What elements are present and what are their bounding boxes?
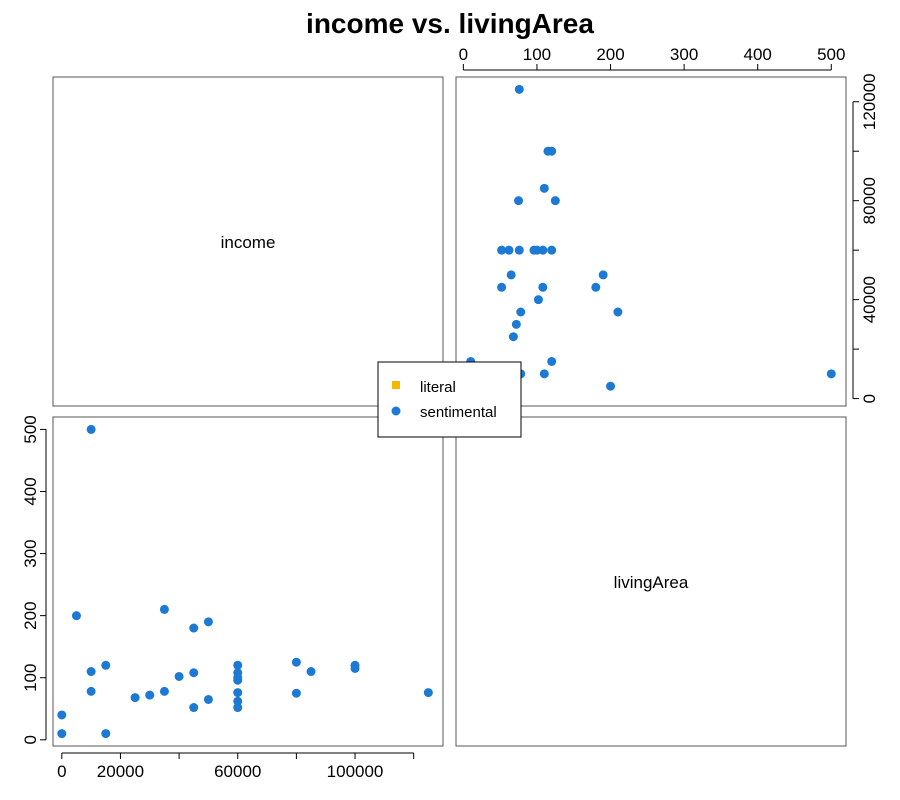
data-point-income-vs-livingarea bbox=[233, 703, 243, 713]
data-point-livingarea-vs-income bbox=[497, 245, 507, 255]
data-point-livingarea-vs-income bbox=[516, 307, 526, 317]
data-point-income-vs-livingarea bbox=[350, 663, 360, 673]
data-point-income-vs-livingarea bbox=[101, 660, 111, 670]
diagonal-label-income: income bbox=[221, 233, 276, 252]
data-point-livingarea-vs-income bbox=[826, 369, 836, 379]
data-point-income-vs-livingarea bbox=[101, 729, 111, 739]
data-point-income-vs-livingarea bbox=[423, 688, 433, 698]
y-tick-label-livingarea: 500 bbox=[21, 415, 40, 443]
chart-title: income vs. livingArea bbox=[306, 8, 594, 39]
data-point-livingarea-vs-income bbox=[511, 319, 521, 329]
data-point-income-vs-livingarea bbox=[71, 611, 81, 621]
data-point-income-vs-livingarea bbox=[189, 623, 199, 633]
data-point-livingarea-vs-income bbox=[547, 245, 557, 255]
panel-bottom-right bbox=[455, 416, 847, 747]
data-point-income-vs-livingarea bbox=[233, 675, 243, 685]
data-point-income-vs-livingarea bbox=[145, 690, 155, 700]
data-point-livingarea-vs-income bbox=[514, 196, 524, 206]
x-tick-label-income: 60000 bbox=[214, 762, 261, 781]
data-point-income-vs-livingarea bbox=[233, 660, 243, 670]
x-tick-label-livingarea-top: 300 bbox=[670, 45, 698, 64]
legend: literal sentimental bbox=[377, 361, 522, 438]
y-tick-label-livingarea: 100 bbox=[21, 664, 40, 692]
y-tick-label-income-right: 0 bbox=[860, 394, 879, 403]
data-point-livingarea-vs-income bbox=[538, 282, 548, 292]
data-point-income-vs-livingarea bbox=[57, 710, 67, 720]
x-tick-label-income: 100000 bbox=[327, 762, 384, 781]
legend-label-sentimental: sentimental bbox=[420, 404, 497, 421]
data-point-livingarea-vs-income bbox=[514, 84, 524, 94]
x-tick-label-livingarea-top: 0 bbox=[459, 45, 468, 64]
data-point-livingarea-vs-income bbox=[550, 196, 560, 206]
data-point-livingarea-vs-income bbox=[539, 369, 549, 379]
points-layer bbox=[57, 84, 836, 739]
data-point-income-vs-livingarea bbox=[86, 424, 96, 434]
y-tick-label-income-right: 40000 bbox=[860, 276, 879, 323]
x-tick-label-livingarea-top: 200 bbox=[596, 45, 624, 64]
y-tick-label-income-right: 80000 bbox=[860, 177, 879, 224]
data-point-income-vs-livingarea bbox=[233, 688, 243, 698]
legend-marker-literal bbox=[392, 381, 400, 389]
data-point-income-vs-livingarea bbox=[86, 667, 96, 677]
diagonal-label-livingarea: livingArea bbox=[614, 573, 689, 592]
axes-layer: 0 20000 60000 100000 0 100 200 300 400 500 0 100 200… bbox=[21, 45, 879, 781]
x-tick-label-livingarea-top: 400 bbox=[744, 45, 772, 64]
data-point-livingarea-vs-income bbox=[506, 270, 516, 280]
legend-box bbox=[377, 361, 522, 438]
data-point-livingarea-vs-income bbox=[543, 146, 553, 156]
data-point-income-vs-livingarea bbox=[174, 671, 184, 681]
panel-bottom-left bbox=[52, 416, 444, 747]
data-point-livingarea-vs-income bbox=[606, 381, 616, 391]
data-point-livingarea-vs-income bbox=[613, 307, 623, 317]
data-point-income-vs-livingarea bbox=[189, 668, 199, 678]
data-point-livingarea-vs-income bbox=[529, 245, 539, 255]
x-tick-label-livingarea-top: 100 bbox=[523, 45, 551, 64]
panel-top-right bbox=[455, 76, 847, 407]
y-tick-label-livingarea: 0 bbox=[21, 735, 40, 744]
data-point-income-vs-livingarea bbox=[233, 696, 243, 706]
data-point-income-vs-livingarea bbox=[203, 694, 213, 704]
data-point-income-vs-livingarea bbox=[306, 667, 316, 677]
data-point-livingarea-vs-income bbox=[533, 295, 543, 305]
data-point-livingarea-vs-income bbox=[504, 245, 514, 255]
panel-top-left bbox=[52, 76, 444, 407]
data-point-livingarea-vs-income bbox=[591, 282, 601, 292]
data-point-livingarea-vs-income bbox=[547, 356, 557, 366]
y-tick-label-income-right: 120000 bbox=[860, 73, 879, 130]
y-tick-label-livingarea: 400 bbox=[21, 477, 40, 505]
data-point-income-vs-livingarea bbox=[189, 703, 199, 713]
data-point-income-vs-livingarea bbox=[86, 686, 96, 696]
data-point-income-vs-livingarea bbox=[57, 729, 67, 739]
legend-label-literal: literal bbox=[420, 379, 456, 396]
data-point-livingarea-vs-income bbox=[539, 183, 549, 193]
y-tick-label-livingarea: 200 bbox=[21, 601, 40, 629]
x-tick-label-income: 0 bbox=[57, 762, 66, 781]
data-point-income-vs-livingarea bbox=[159, 686, 169, 696]
data-point-income-vs-livingarea bbox=[291, 688, 301, 698]
data-point-livingarea-vs-income bbox=[497, 282, 507, 292]
data-point-livingarea-vs-income bbox=[514, 245, 524, 255]
data-point-livingarea-vs-income bbox=[508, 332, 518, 342]
legend-marker-sentimental bbox=[391, 406, 401, 416]
data-point-livingarea-vs-income bbox=[598, 270, 608, 280]
data-point-income-vs-livingarea bbox=[130, 693, 140, 703]
data-point-income-vs-livingarea bbox=[291, 657, 301, 667]
x-tick-label-income: 20000 bbox=[97, 762, 144, 781]
x-tick-label-livingarea-top: 500 bbox=[817, 45, 845, 64]
data-point-income-vs-livingarea bbox=[159, 604, 169, 614]
data-point-income-vs-livingarea bbox=[203, 617, 213, 627]
y-tick-label-livingarea: 300 bbox=[21, 539, 40, 567]
